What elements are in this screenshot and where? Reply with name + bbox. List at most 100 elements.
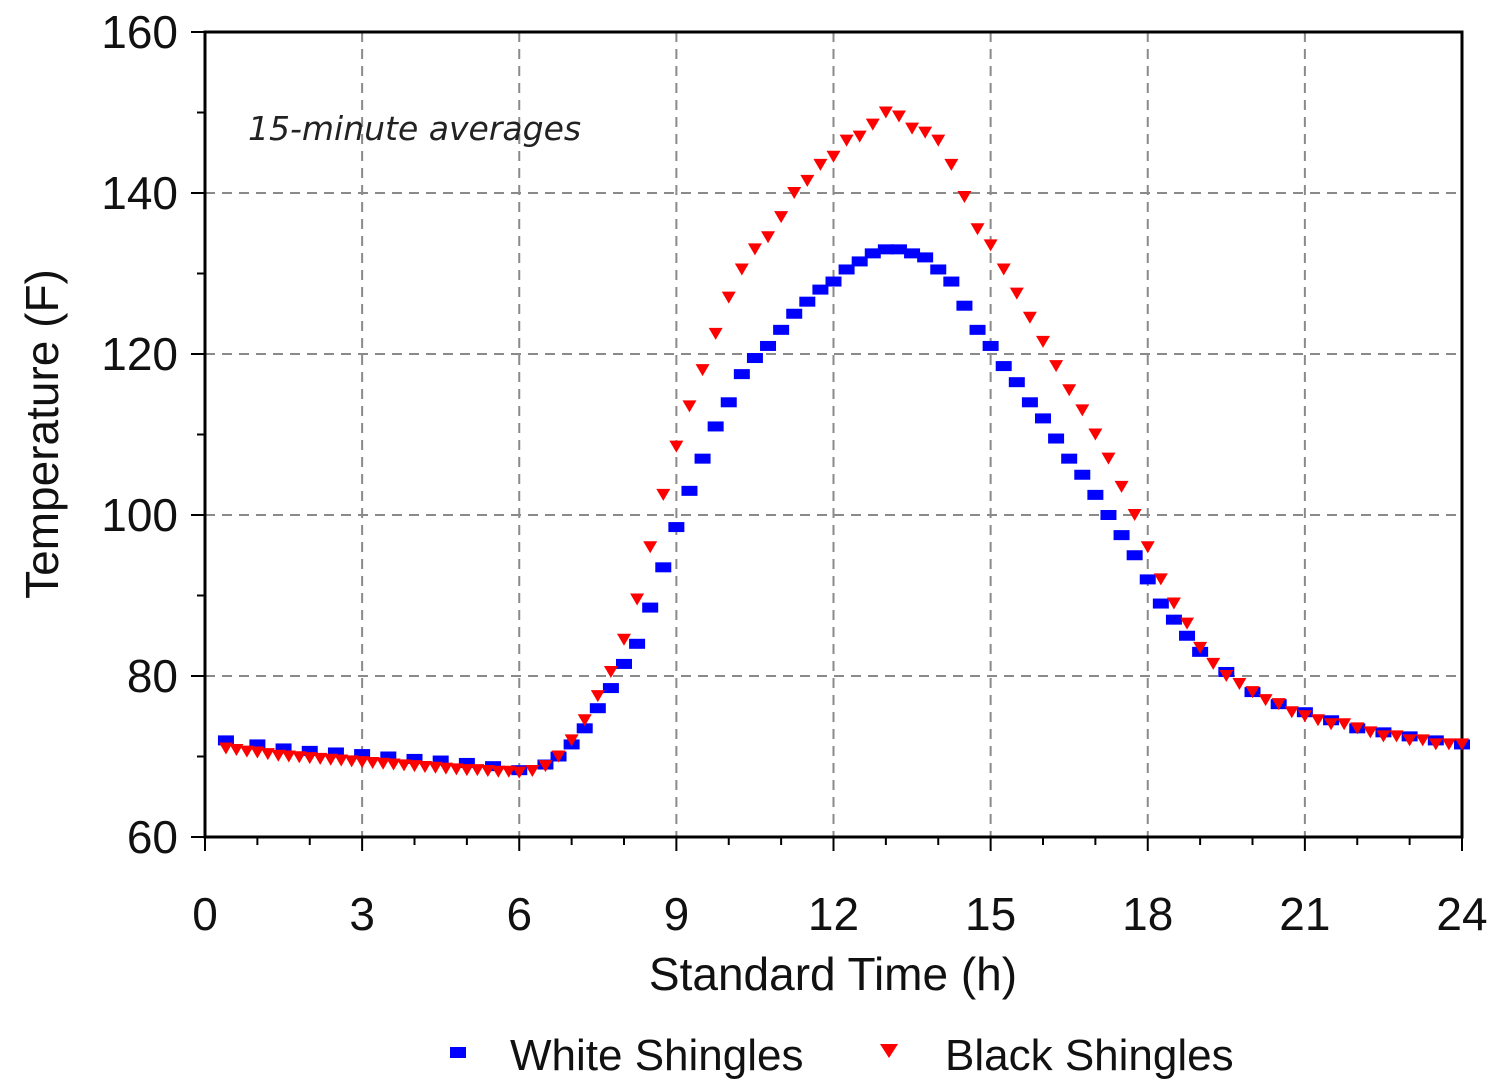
white-shingles-point xyxy=(406,753,423,764)
white-shingles-point xyxy=(930,264,947,275)
x-tick-label: 24 xyxy=(1436,888,1487,940)
black-shingles-point xyxy=(1206,657,1221,670)
black-shingles-point xyxy=(449,763,464,776)
y-tick-label: 100 xyxy=(101,489,178,541)
white-shingles-point xyxy=(301,745,318,756)
black-shingles-point xyxy=(761,231,776,244)
black-shingles-point xyxy=(787,187,802,199)
x-axis-title: Standard Time (h) xyxy=(649,948,1017,1000)
x-tick-label: 12 xyxy=(808,888,859,940)
black-shingles-point xyxy=(1114,480,1129,493)
black-shingles-point xyxy=(1258,694,1273,707)
white-shingles-point xyxy=(1021,397,1038,408)
white-shingles-point xyxy=(1113,530,1130,541)
white-shingles-point xyxy=(249,739,266,750)
black-shingles-point xyxy=(438,762,453,775)
black-shingles-point xyxy=(1441,738,1456,751)
legend-white-label: White Shingles xyxy=(510,1031,803,1080)
black-shingles-point xyxy=(1140,541,1155,554)
black-shingles-point xyxy=(1428,738,1443,751)
black-shingles-point xyxy=(747,243,762,256)
black-shingles-point xyxy=(459,764,474,777)
white-shingles-point xyxy=(995,361,1012,372)
white-shingles-point xyxy=(746,353,763,364)
white-shingles-point xyxy=(799,296,816,307)
white-shingles-point xyxy=(1152,598,1169,609)
white-shingles-point xyxy=(1061,453,1078,464)
white-shingles-point xyxy=(458,757,475,768)
black-shingles-point xyxy=(1022,311,1037,324)
black-shingles-point xyxy=(1232,678,1247,691)
black-shingles-point xyxy=(491,765,506,778)
white-shingles-point xyxy=(1179,630,1196,641)
black-shingles-point xyxy=(617,633,631,646)
x-tick-labels: 0 3 6 9 12 15 18 21 24 xyxy=(192,888,1487,940)
black-shingles-point xyxy=(800,174,815,187)
white-shingles-point xyxy=(760,340,777,351)
white-shingles-point xyxy=(589,703,606,714)
black-shingles-point xyxy=(970,223,985,236)
black-shingles-point xyxy=(365,756,380,769)
x-tick-label: 15 xyxy=(965,888,1016,940)
black-shingles-point xyxy=(643,541,658,554)
black-shingles-point xyxy=(260,748,275,761)
black-shingles-point xyxy=(480,764,495,777)
black-shingles-point xyxy=(250,746,265,759)
black-shingles-point xyxy=(931,134,946,147)
white-shingles-point xyxy=(1008,377,1025,388)
black-shingles-point xyxy=(1153,573,1168,586)
black-shingles-point xyxy=(721,291,736,304)
black-shingles-point xyxy=(1075,404,1090,417)
black-shingles-point xyxy=(1402,734,1417,747)
black-shingles-point xyxy=(1088,428,1103,441)
black-shingles-point xyxy=(1337,718,1352,731)
black-shingles-point xyxy=(839,134,854,147)
x-tick-label: 9 xyxy=(664,888,690,940)
black-shingles-point xyxy=(813,158,828,171)
black-shingles-point xyxy=(1036,335,1050,348)
white-shingles-point xyxy=(969,324,986,335)
white-shingles-point xyxy=(1087,489,1104,500)
black-shingles-series xyxy=(218,106,1469,779)
black-shingles-point xyxy=(1127,509,1142,521)
white-shingles-point xyxy=(720,397,737,408)
black-shingles-point xyxy=(313,752,328,765)
white-shingles-point xyxy=(642,602,659,613)
black-shingles-point xyxy=(218,742,233,755)
white-shingles-point xyxy=(890,244,907,255)
black-shingles-point xyxy=(1363,726,1378,739)
black-shingles-point xyxy=(1245,686,1260,699)
black-shingles-point xyxy=(878,106,893,119)
black-shingles-point xyxy=(734,263,749,276)
black-shingles-point xyxy=(1271,698,1286,711)
black-shingles-point xyxy=(630,593,645,606)
white-shingles-point xyxy=(655,562,672,573)
black-shingles-point xyxy=(229,744,244,757)
black-shingles-point xyxy=(407,760,422,773)
white-shingles-point xyxy=(327,747,344,758)
black-shingles-point xyxy=(1415,734,1430,747)
black-shingles-point xyxy=(1193,641,1208,654)
black-shingles-point xyxy=(590,690,605,703)
white-shingles-point xyxy=(668,522,685,533)
black-shingles-point xyxy=(302,752,317,765)
white-shingles-point xyxy=(904,248,921,259)
x-tick-label: 6 xyxy=(506,888,532,940)
y-tick-label: 120 xyxy=(101,328,178,380)
black-shingles-point xyxy=(1324,718,1339,731)
white-shingles-point xyxy=(380,751,397,762)
axis-ticks xyxy=(191,31,1463,851)
white-shingles-point xyxy=(576,723,593,734)
x-tick-label: 18 xyxy=(1122,888,1173,940)
black-shingles-point xyxy=(470,764,485,777)
white-shingles-point xyxy=(681,485,698,496)
chart-annotation: 15-minute averages xyxy=(248,109,581,148)
white-shingles-point xyxy=(956,300,973,311)
black-shingles-point xyxy=(656,488,671,501)
black-shingles-point xyxy=(905,122,920,135)
white-shingles-point xyxy=(707,421,724,432)
x-tick-label: 0 xyxy=(192,888,218,940)
black-shingles-point xyxy=(1101,452,1116,465)
black-shingles-point xyxy=(1166,597,1181,610)
